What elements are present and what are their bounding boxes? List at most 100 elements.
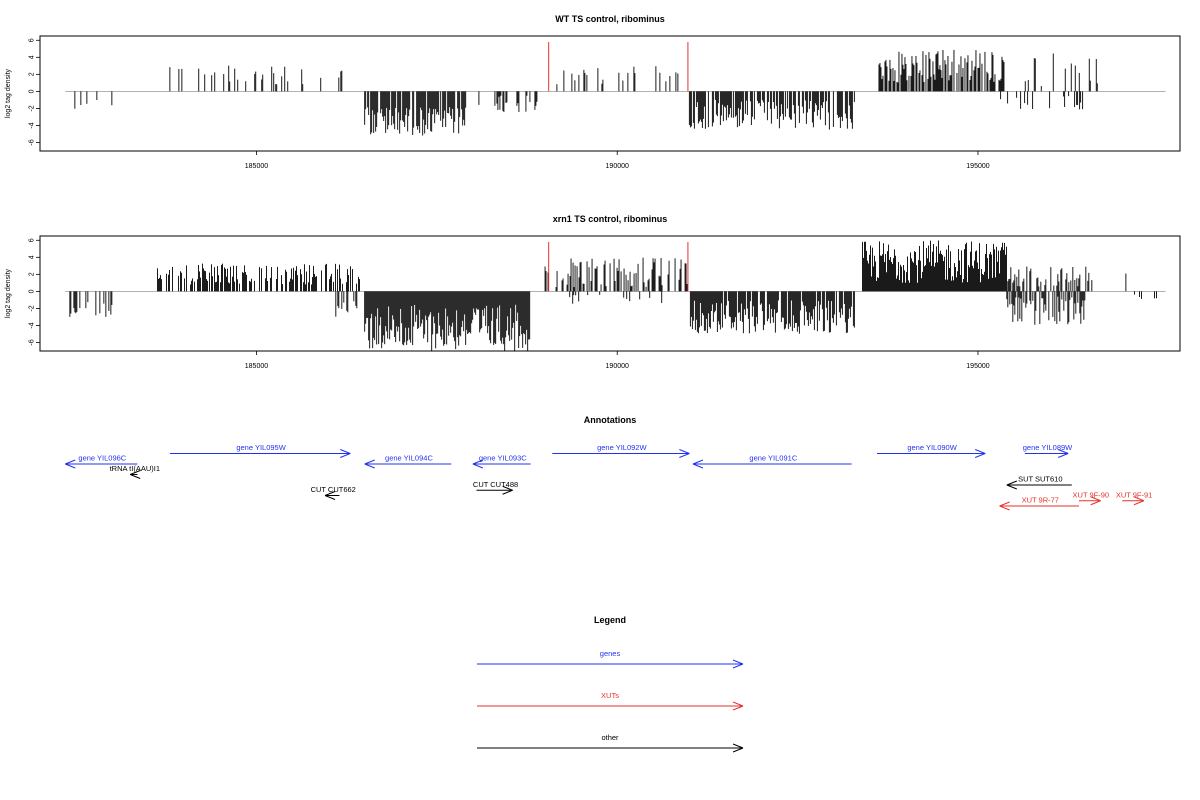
legend-label: genes [600,649,621,658]
density-bars [74,49,1098,136]
feature-arrow [876,449,986,458]
legend-label: other [601,733,619,742]
feature-label: XUT 9R-77 [1022,496,1059,505]
arrow-head [732,743,744,749]
arrow-head [1057,453,1069,458]
arrow-head [1090,500,1101,506]
feature-arrow [324,491,340,500]
feature-arrow [1006,480,1072,490]
legend-label: XUTs [601,691,619,700]
y-tick-label: 2 [29,272,36,276]
y-tick-label: 4 [29,55,36,59]
y-tick-label: -2 [29,105,36,111]
legend-arrow [477,743,744,753]
arrow-head [1090,496,1101,502]
arrow-head [1133,496,1145,502]
arrow-head [340,453,351,458]
x-tick-label: 195000 [966,163,989,170]
x-tick-label: 190000 [606,163,629,170]
y-tick-label: -2 [29,305,36,311]
y-tick-label: 2 [29,72,36,76]
feature-label: CUT CUT662 [311,485,356,494]
x-tick-label: 185000 [245,363,268,370]
plot-frame [39,35,1181,152]
feature-label: gene YIL095W [236,443,286,452]
feature-label: SUT SUT610 [1018,475,1062,484]
feature-arrow [1122,496,1145,506]
annotations-panel: Annotations gene YIL096C gene YIL095W gene … [65,415,1153,511]
chart-title: xrn1 TS control, ribominus [553,214,668,224]
y-tick-label: 0 [29,89,36,93]
arrow-head [732,705,744,711]
x-tick-label: 195000 [966,363,989,370]
feature-label: gene YIL090W [907,443,957,452]
x-tick-label: 190000 [606,363,629,370]
feature-arrow [65,459,138,469]
legend-arrow [477,701,744,711]
arrow-head [364,459,375,465]
arrow-head [324,495,336,500]
y-axis-label: log2 tag density [5,68,12,118]
chart-panel-1: WT TS control, ribominus -6 -4 -2 0 2 4 6 log2 t… [5,14,1181,170]
feature-arrow [472,459,531,469]
feature-arrow [364,459,452,469]
arrow-head [999,501,1010,507]
arrow-head [364,463,375,469]
arrow-head [502,489,513,495]
chart-title: WT TS control, ribominus [555,14,665,24]
y-axis-label: log2 tag density [5,268,12,318]
arrow-head [1006,480,1018,486]
feature-label: XUT 9F-91 [1116,490,1153,499]
arrow-head [324,491,336,496]
feature-arrow [130,470,141,479]
y-tick-label: -6 [29,139,36,145]
feature-arrow [1024,449,1069,458]
feature-label: gene YIL089W [1023,443,1073,452]
legend-arrow [477,659,744,669]
arrow-head [732,663,744,669]
arrow-head [732,701,744,707]
plot-frame [39,235,1181,352]
feature-arrow [692,459,852,469]
feature-arrow [999,501,1079,511]
legend: Legend genes XUTs other [477,615,744,753]
y-tick-label: 4 [29,255,36,259]
arrow-head [65,459,76,465]
legend-title: Legend [594,615,626,625]
feature-arrow [552,449,690,458]
feature-arrow [1078,496,1101,506]
feature-label: gene YIL093C [479,454,527,463]
y-tick-label: -4 [29,122,36,128]
arrow-head [732,747,744,753]
feature-arrow [169,449,351,458]
arrow-head [732,659,744,665]
arrow-head [975,453,986,458]
arrow-head [679,453,690,458]
feature-arrow [476,485,513,495]
x-tick-label: 185000 [245,163,268,170]
feature-label: XUT 9F-90 [1073,490,1110,499]
arrow-head [472,459,484,465]
arrow-head [692,459,704,465]
arrow-head [502,485,513,491]
feature-label: tRNA tI(AAU)I1 [110,464,160,473]
y-tick-label: 6 [29,38,36,42]
feature-label: gene YIL091C [749,454,797,463]
y-tick-label: 6 [29,238,36,242]
arrow-head [1057,449,1069,454]
arrow-head [340,449,351,454]
y-tick-label: -4 [29,322,36,328]
annotations-title: Annotations [584,415,637,425]
arrow-head [1133,500,1145,506]
arrow-head [679,449,690,454]
arrow-head [999,505,1010,511]
arrow-head [130,474,141,479]
arrow-head [130,470,141,475]
y-tick-label: -6 [29,339,36,345]
density-bars [69,240,1157,351]
feature-label: gene YIL094C [385,454,433,463]
feature-label: CUT CUT488 [473,480,518,489]
arrow-head [1006,484,1018,490]
feature-label: gene YIL092W [597,443,647,452]
